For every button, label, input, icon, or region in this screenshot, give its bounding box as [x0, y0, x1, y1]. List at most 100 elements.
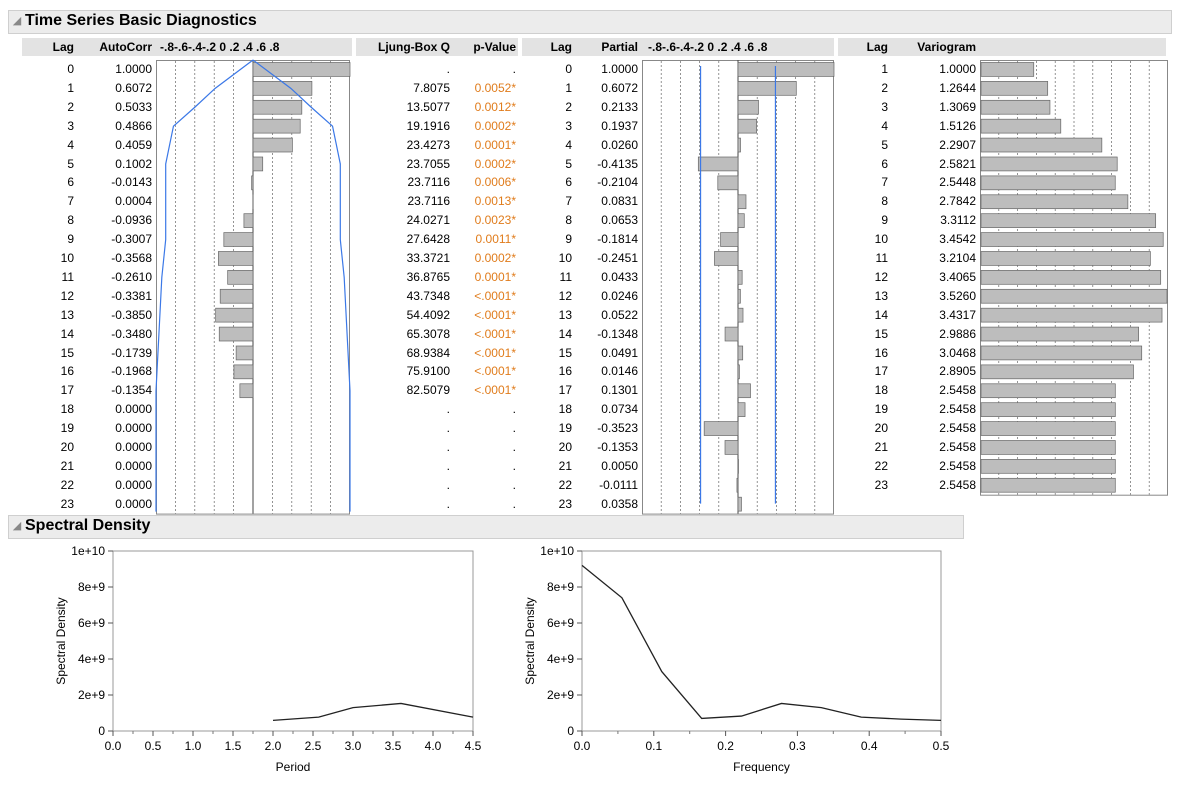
variogram-bar [980, 251, 1151, 266]
ljung-q-value: 36.8765 [406, 269, 450, 284]
acf-lag-cell: 13 [60, 307, 74, 322]
variogram-bar [980, 270, 1162, 285]
y-tick-label: 8e+9 [547, 580, 574, 594]
ljung-q-value: . [446, 477, 450, 492]
y-tick-label: 1e+10 [540, 544, 574, 558]
variogram-value: 1.3069 [939, 99, 976, 114]
variogram-value: 3.5260 [939, 288, 976, 303]
p-value: <.0001* [474, 326, 516, 341]
ljung-q-value: 43.7348 [406, 288, 450, 303]
partial-value: 0.0358 [601, 496, 638, 511]
lower-confidence-limit [155, 59, 254, 512]
partial-value: -0.1348 [597, 326, 638, 341]
partial-value: 0.0653 [601, 213, 638, 228]
pacf-lag-cell: 22 [558, 477, 572, 492]
ljung-q-value: 33.3721 [406, 251, 450, 265]
partial-value: 0.0146 [601, 364, 638, 379]
variogram-bar [980, 383, 1116, 399]
partial-value: 0.0831 [601, 194, 638, 209]
variogram-lag-cell: 23 [874, 477, 888, 492]
pacf-lag-cell: 4 [565, 137, 572, 152]
diagnostics-section-header[interactable]: ◢ Time Series Basic Diagnostics [8, 10, 1172, 34]
partial-value: 0.1937 [601, 118, 638, 133]
partial-value: -0.4135 [597, 156, 638, 171]
variogram-bar [980, 326, 1140, 342]
autocorr-header: AutoCorr [99, 40, 152, 54]
variogram-bar [980, 345, 1143, 361]
spectral-density-line [272, 702, 474, 722]
acf-lag-cell: 11 [61, 269, 74, 284]
acf-lag-cell: 3 [67, 118, 74, 133]
spectral-section-header[interactable]: ◢ Spectral Density [8, 515, 964, 539]
x-tick-label: 3.0 [345, 739, 362, 753]
partial-value: 1.0000 [601, 62, 638, 76]
x-tick-label: 0.5 [933, 739, 950, 753]
p-value: 0.0023* [474, 213, 516, 228]
variogram-value: 2.5458 [939, 477, 976, 492]
variogram-bar [980, 213, 1157, 228]
plot-frame [581, 550, 942, 732]
acf-lag-cell: 18 [60, 402, 74, 417]
acf-lag-cell: 7 [67, 194, 74, 209]
acf-lag-cell: 20 [60, 440, 74, 454]
autocorr-value: -0.1354 [111, 383, 152, 398]
autocorr-value: -0.0936 [111, 213, 152, 228]
variogram-lag-cell: 2 [881, 80, 888, 95]
y-tick-label: 6e+9 [78, 616, 105, 630]
pacf-bar [736, 477, 739, 493]
x-tick-label: 1.5 [225, 739, 242, 753]
variogram-bar [980, 421, 1116, 436]
x-tick-label: 4.0 [425, 739, 442, 753]
variogram-value: 2.5448 [939, 175, 976, 190]
collapse-triangle-icon[interactable]: ◢ [12, 15, 22, 27]
autocorr-value: 0.6072 [115, 80, 152, 95]
ljung-q-value: 75.9100 [406, 364, 450, 379]
partial-value: 0.0522 [601, 307, 638, 322]
acf-lag-cell: 15 [60, 345, 74, 360]
pacf-lag-cell: 20 [558, 440, 572, 454]
partial-value: -0.1814 [597, 232, 638, 247]
p-value: <.0001* [474, 383, 516, 398]
variogram-value: 2.5458 [939, 458, 976, 473]
variogram-bar [980, 175, 1116, 191]
y-tick-label: 1e+10 [71, 544, 105, 558]
ljung-q-value: 68.9384 [406, 345, 450, 360]
variogram-value: 2.5458 [939, 402, 976, 417]
pacf-bar [737, 137, 741, 153]
ljung-q-value: . [446, 402, 450, 417]
lag2-header: Lag [550, 40, 572, 54]
variogram-value: 3.4065 [939, 269, 976, 284]
pacf-bar [737, 383, 751, 399]
spectral-density-line [581, 564, 942, 722]
variogram-lag-cell: 3 [881, 99, 888, 114]
upper-confidence-limit [252, 59, 351, 512]
acf-bar [252, 137, 293, 153]
acf-bar [252, 118, 301, 134]
autocorr-value: 0.0004 [115, 194, 152, 209]
p-value: 0.0012* [474, 99, 516, 114]
y-tick-label: 8e+9 [78, 580, 105, 594]
x-tick-label: 3.5 [385, 739, 402, 753]
acf-lag-cell: 9 [67, 232, 74, 247]
variogram-value: 1.5126 [939, 118, 976, 133]
ljung-q-value: 23.4273 [406, 137, 450, 152]
collapse-triangle-icon[interactable]: ◢ [12, 520, 22, 532]
autocorr-value: -0.2610 [111, 269, 152, 284]
acf-bar [243, 213, 254, 228]
acf-lag-cell: 19 [60, 421, 74, 436]
ljung-header-bar [356, 38, 518, 56]
variogram-lag-cell: 14 [874, 307, 888, 322]
partial-value: 0.1301 [601, 383, 638, 398]
acf-lag-cell: 21 [60, 458, 74, 473]
x-tick-label: 0.4 [861, 739, 878, 753]
p-value: 0.0052* [474, 80, 516, 95]
autocorr-value: -0.3568 [111, 251, 152, 265]
partial-value: 0.2133 [601, 99, 638, 114]
p-value: 0.0013* [474, 194, 516, 209]
pacf-lag-cell: 9 [565, 232, 572, 247]
p-value: 0.0006* [474, 175, 516, 190]
variogram-bar [980, 194, 1129, 210]
p-value: <.0001* [474, 345, 516, 360]
variogram-bar [980, 459, 1116, 474]
variogram-lag-cell: 17 [874, 364, 888, 379]
